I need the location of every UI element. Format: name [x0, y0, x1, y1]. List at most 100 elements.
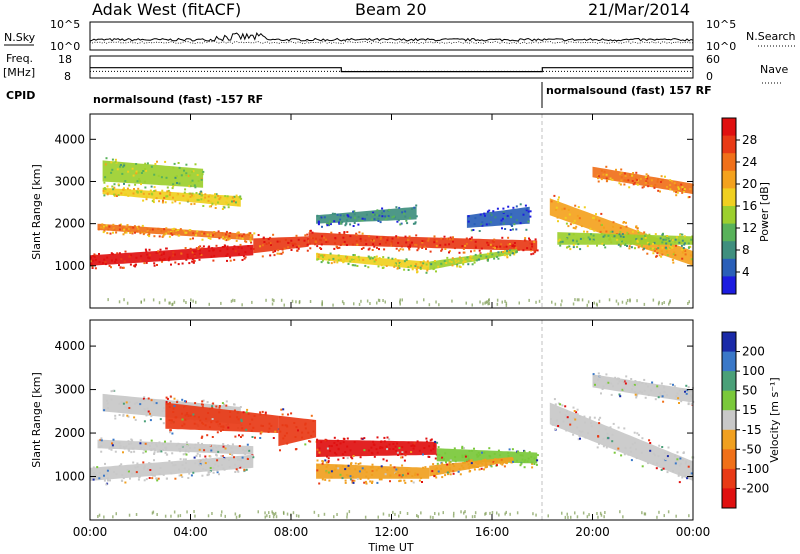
- data-speckle: [224, 245, 226, 247]
- data-speckle: [412, 481, 415, 484]
- data-speckle: [562, 420, 565, 423]
- data-speckle: [139, 403, 142, 406]
- data-speckle: [211, 405, 214, 408]
- data-speckle: [575, 240, 578, 243]
- data-speckle: [668, 240, 671, 243]
- data-speckle: [400, 475, 403, 478]
- data-speckle: [182, 458, 185, 461]
- data-speckle: [647, 394, 650, 397]
- data-speckle: [407, 245, 410, 248]
- x-tick-label: 20:00: [575, 525, 610, 539]
- data-speckle: [462, 261, 465, 264]
- data-speckle: [397, 267, 400, 269]
- data-speckle: [634, 177, 637, 180]
- data-speckle: [197, 459, 200, 462]
- data-speckle: [361, 437, 364, 440]
- ground-scatter: [496, 298, 499, 302]
- ground-scatter: [428, 303, 431, 307]
- data-speckle: [601, 242, 604, 245]
- data-speckle: [335, 245, 338, 248]
- ground-scatter: [358, 302, 361, 306]
- data-speckle: [659, 237, 662, 240]
- data-speckle: [153, 190, 156, 192]
- data-speckle: [512, 460, 514, 463]
- data-speckle: [407, 269, 410, 271]
- data-speckle: [184, 458, 187, 461]
- data-speckle: [122, 165, 125, 168]
- data-speckle: [490, 255, 493, 258]
- data-speckle: [196, 452, 199, 455]
- data-speckle: [224, 233, 227, 236]
- data-speckle: [617, 447, 620, 450]
- data-speckle: [373, 455, 376, 458]
- ground-scatter: [264, 515, 266, 519]
- ground-scatter: [488, 302, 490, 306]
- data-speckle: [519, 222, 522, 225]
- data-speckle: [190, 474, 193, 477]
- data-speckle: [223, 456, 226, 459]
- data-speckle: [642, 185, 645, 188]
- x-tick-label: 00:00: [73, 525, 108, 539]
- data-speckle: [236, 456, 239, 459]
- data-speckle: [371, 480, 374, 483]
- data-speckle: [659, 190, 661, 193]
- data-speckle: [338, 246, 341, 249]
- data-speckle: [368, 449, 371, 452]
- data-speckle: [338, 257, 341, 260]
- data-speckle: [202, 245, 205, 248]
- data-speckle: [664, 458, 667, 461]
- data-speckle: [345, 222, 348, 225]
- data-speckle: [165, 176, 168, 179]
- data-speckle: [118, 264, 120, 267]
- data-speckle: [383, 248, 386, 251]
- data-speckle: [165, 232, 168, 235]
- data-speckle: [572, 417, 575, 419]
- ground-scatter: [582, 511, 585, 515]
- data-speckle: [359, 239, 362, 242]
- data-speckle: [316, 448, 319, 451]
- data-speckle: [158, 258, 161, 261]
- data-speckle: [533, 241, 536, 243]
- data-speckle: [632, 172, 635, 174]
- data-speckle: [168, 460, 171, 462]
- data-speckle: [172, 230, 175, 233]
- data-speckle: [520, 462, 523, 465]
- data-speckle: [169, 231, 172, 234]
- y-tick-label: 1000: [54, 259, 85, 273]
- data-speckle: [93, 255, 96, 258]
- data-speckle: [461, 445, 464, 448]
- data-speckle: [333, 261, 336, 264]
- data-speckle: [118, 228, 121, 231]
- ground-scatter: [416, 300, 418, 304]
- data-speckle: [378, 248, 380, 251]
- data-speckle: [162, 235, 165, 238]
- data-speckle: [329, 220, 332, 223]
- ground-scatter: [295, 514, 298, 518]
- data-speckle: [218, 405, 221, 407]
- data-speckle: [657, 455, 660, 458]
- data-speckle: [599, 375, 602, 378]
- data-speckle: [320, 261, 323, 264]
- data-speckle: [238, 253, 240, 256]
- data-speckle: [449, 469, 451, 472]
- data-speckle: [687, 403, 690, 406]
- data-speckle: [529, 215, 532, 218]
- data-speckle: [489, 243, 492, 246]
- ground-scatter: [619, 510, 621, 514]
- data-speckle: [216, 471, 219, 474]
- data-speckle: [495, 245, 498, 248]
- data-speckle: [386, 469, 389, 472]
- data-speckle: [448, 467, 451, 470]
- ground-scatter: [392, 510, 394, 514]
- data-speckle: [533, 457, 536, 460]
- data-speckle: [433, 475, 436, 478]
- data-speckle: [414, 265, 417, 267]
- data-speckle: [655, 467, 658, 470]
- data-speckle: [579, 415, 581, 418]
- data-speckle: [295, 448, 298, 450]
- ground-scatter: [394, 512, 396, 516]
- colorbar-tick-label: 15: [742, 403, 757, 417]
- data-speckle: [378, 214, 381, 217]
- data-speckle: [581, 430, 584, 433]
- data-speckle: [211, 202, 214, 205]
